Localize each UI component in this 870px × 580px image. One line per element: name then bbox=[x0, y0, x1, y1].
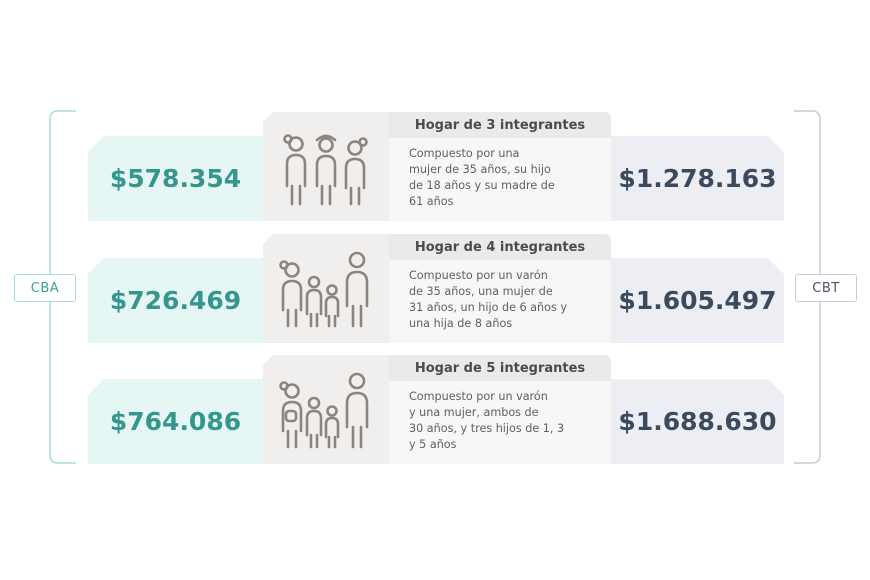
cbt-panel: $1.688.630 bbox=[611, 379, 784, 464]
cbt-value: $1.605.497 bbox=[618, 286, 777, 315]
description-line: Compuesto por un varón bbox=[409, 269, 548, 282]
household-row-5: $764.086 Hogar de 5 integrantes Compue bbox=[88, 355, 784, 467]
household-title-header: Hogar de 5 integrantes bbox=[389, 355, 611, 381]
household-title: Hogar de 5 integrantes bbox=[414, 360, 586, 376]
family-icon-panel bbox=[263, 234, 389, 343]
household-description: Compuesto por un varón y una mujer, ambo… bbox=[389, 381, 611, 464]
cba-panel: $578.354 bbox=[88, 136, 263, 221]
household-title: Hogar de 3 integrantes bbox=[414, 117, 586, 133]
cbt-panel: $1.278.163 bbox=[611, 136, 784, 221]
family-of-four-icon bbox=[279, 251, 369, 327]
cbt-panel: $1.605.497 bbox=[611, 258, 784, 343]
cbt-value: $1.688.630 bbox=[618, 407, 777, 436]
household-description: Compuesto por una mujer de 35 años, su h… bbox=[389, 138, 611, 221]
cba-panel: $726.469 bbox=[88, 258, 263, 343]
household-row-3: $578.354 Hogar de 3 integrantes Compuest… bbox=[88, 112, 784, 224]
cba-value: $764.086 bbox=[109, 407, 242, 436]
cba-panel: $764.086 bbox=[88, 379, 263, 464]
family-icon-panel bbox=[263, 112, 389, 221]
description-line: de 35 años, una mujer de bbox=[409, 285, 553, 298]
cba-label: CBA bbox=[14, 274, 76, 302]
family-icon-panel bbox=[263, 355, 389, 464]
description-line: 61 años bbox=[409, 195, 454, 208]
household-row-4: $726.469 Hogar de 4 integrantes Compuest… bbox=[88, 234, 784, 346]
description-line: Compuesto por una bbox=[409, 147, 520, 160]
description-line: y 5 años bbox=[409, 438, 457, 451]
description-line: de 18 años y su madre de bbox=[409, 179, 555, 192]
description-line: una hija de 8 años bbox=[409, 317, 513, 330]
description-line: mujer de 35 años, su hijo bbox=[409, 163, 551, 176]
description-line: 30 años, y tres hijos de 1, 3 bbox=[409, 422, 565, 435]
description-line: Compuesto por un varón bbox=[409, 390, 548, 403]
cbt-label: CBT bbox=[795, 274, 857, 302]
household-title-header: Hogar de 4 integrantes bbox=[389, 234, 611, 260]
description-line: y una mujer, ambos de bbox=[409, 406, 539, 419]
cba-value: $578.354 bbox=[109, 164, 242, 193]
household-title-header: Hogar de 3 integrantes bbox=[389, 112, 611, 138]
household-description: Compuesto por un varón de 35 años, una m… bbox=[389, 260, 611, 343]
description-line: 31 años, un hijo de 6 años y bbox=[409, 301, 567, 314]
cba-value: $726.469 bbox=[109, 286, 242, 315]
family-of-five-icon bbox=[279, 372, 369, 448]
family-of-three-icon bbox=[283, 133, 368, 205]
cbt-value: $1.278.163 bbox=[618, 164, 777, 193]
household-title: Hogar de 4 integrantes bbox=[414, 239, 586, 255]
